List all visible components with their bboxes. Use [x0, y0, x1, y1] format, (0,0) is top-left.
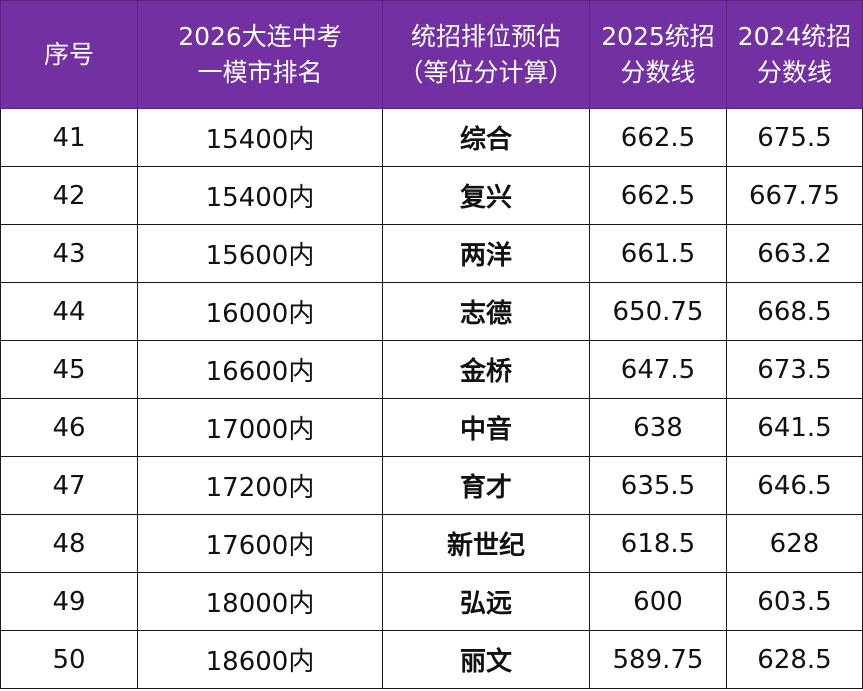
cell-score-2025: 589.75	[589, 630, 727, 689]
cell-score-2024: 663.2	[726, 224, 863, 283]
cell-score-2025: 635.5	[589, 456, 727, 515]
cell-score-2025: 662.5	[589, 108, 727, 167]
cell-school: 综合	[382, 108, 590, 167]
header-row: 序号 2026大连中考 一模市排名 统招排位预估 （等位分计算） 2025统招 …	[0, 0, 863, 109]
cell-school: 育才	[382, 456, 590, 515]
cell-seq: 49	[0, 572, 138, 631]
cell-score-2024: 667.75	[726, 166, 863, 225]
table-row: 46 17000内 中音 638 641.5	[0, 398, 863, 457]
table-row: 45 16600内 金桥 647.5 673.5	[0, 340, 863, 399]
cell-seq: 43	[0, 224, 138, 283]
cell-school: 复兴	[382, 166, 590, 225]
cell-score-2024: 603.5	[726, 572, 863, 631]
cell-school: 新世纪	[382, 514, 590, 573]
header-school-line2: （等位分计算）	[398, 57, 574, 87]
header-seq-label: 序号	[43, 39, 94, 69]
cell-score-2025: 618.5	[589, 514, 727, 573]
cell-rank: 15400内	[137, 108, 383, 167]
cell-seq: 48	[0, 514, 138, 573]
table-row: 49 18000内 弘远 600 603.5	[0, 572, 863, 631]
cell-seq: 44	[0, 282, 138, 341]
header-score-2024: 2024统招 分数线	[726, 0, 863, 109]
cell-score-2024: 675.5	[726, 108, 863, 167]
header-score-2025: 2025统招 分数线	[589, 0, 727, 109]
cell-school: 志德	[382, 282, 590, 341]
table-header: 序号 2026大连中考 一模市排名 统招排位预估 （等位分计算） 2025统招 …	[0, 0, 863, 109]
cell-seq: 47	[0, 456, 138, 515]
cell-seq: 45	[0, 340, 138, 399]
cell-score-2024: 641.5	[726, 398, 863, 457]
header-school: 统招排位预估 （等位分计算）	[382, 0, 590, 109]
cell-score-2025: 650.75	[589, 282, 727, 341]
header-seq: 序号	[0, 0, 138, 109]
cell-score-2025: 661.5	[589, 224, 727, 283]
header-score-2024-line2: 分数线	[756, 57, 832, 87]
cell-score-2025: 600	[589, 572, 727, 631]
cell-score-2024: 668.5	[726, 282, 863, 341]
cell-school: 弘远	[382, 572, 590, 631]
cell-school: 丽文	[382, 630, 590, 689]
cell-score-2025: 647.5	[589, 340, 727, 399]
header-rank-line2: 一模市排名	[197, 57, 323, 87]
cell-score-2024: 646.5	[726, 456, 863, 515]
header-rank: 2026大连中考 一模市排名	[137, 0, 383, 109]
cell-rank: 18000内	[137, 572, 383, 631]
table-row: 44 16000内 志德 650.75 668.5	[0, 282, 863, 341]
cell-score-2024: 673.5	[726, 340, 863, 399]
cell-score-2024: 628.5	[726, 630, 863, 689]
cell-rank: 17200内	[137, 456, 383, 515]
cell-school: 中音	[382, 398, 590, 457]
cell-score-2025: 638	[589, 398, 727, 457]
header-score-2024-line1: 2024统招	[737, 21, 852, 51]
table-row: 41 15400内 综合 662.5 675.5	[0, 108, 863, 167]
table-body: 41 15400内 综合 662.5 675.5 42 15400内 复兴 662.5 667.7…	[0, 108, 863, 689]
header-score-2025-line1: 2025统招	[601, 21, 715, 51]
cell-school: 两洋	[382, 224, 590, 283]
cell-score-2025: 662.5	[589, 166, 727, 225]
cell-seq: 50	[0, 630, 138, 689]
cell-rank: 15400内	[137, 166, 383, 225]
cell-score-2024: 628	[726, 514, 863, 573]
cell-rank: 18600内	[137, 630, 383, 689]
cell-seq: 46	[0, 398, 138, 457]
table-row: 48 17600内 新世纪 618.5 628	[0, 514, 863, 573]
cell-school: 金桥	[382, 340, 590, 399]
cell-rank: 16600内	[137, 340, 383, 399]
cell-rank: 15600内	[137, 224, 383, 283]
table-row: 43 15600内 两洋 661.5 663.2	[0, 224, 863, 283]
cell-rank: 16000内	[137, 282, 383, 341]
cell-seq: 41	[0, 108, 138, 167]
cell-seq: 42	[0, 166, 138, 225]
table-row: 47 17200内 育才 635.5 646.5	[0, 456, 863, 515]
header-rank-line1: 2026大连中考	[178, 21, 342, 51]
header-school-line1: 统招排位预估	[410, 21, 561, 51]
header-score-2025-line2: 分数线	[620, 57, 696, 87]
cell-rank: 17600内	[137, 514, 383, 573]
table-row: 42 15400内 复兴 662.5 667.75	[0, 166, 863, 225]
cell-rank: 17000内	[137, 398, 383, 457]
table-row: 50 18600内 丽文 589.75 628.5	[0, 630, 863, 689]
